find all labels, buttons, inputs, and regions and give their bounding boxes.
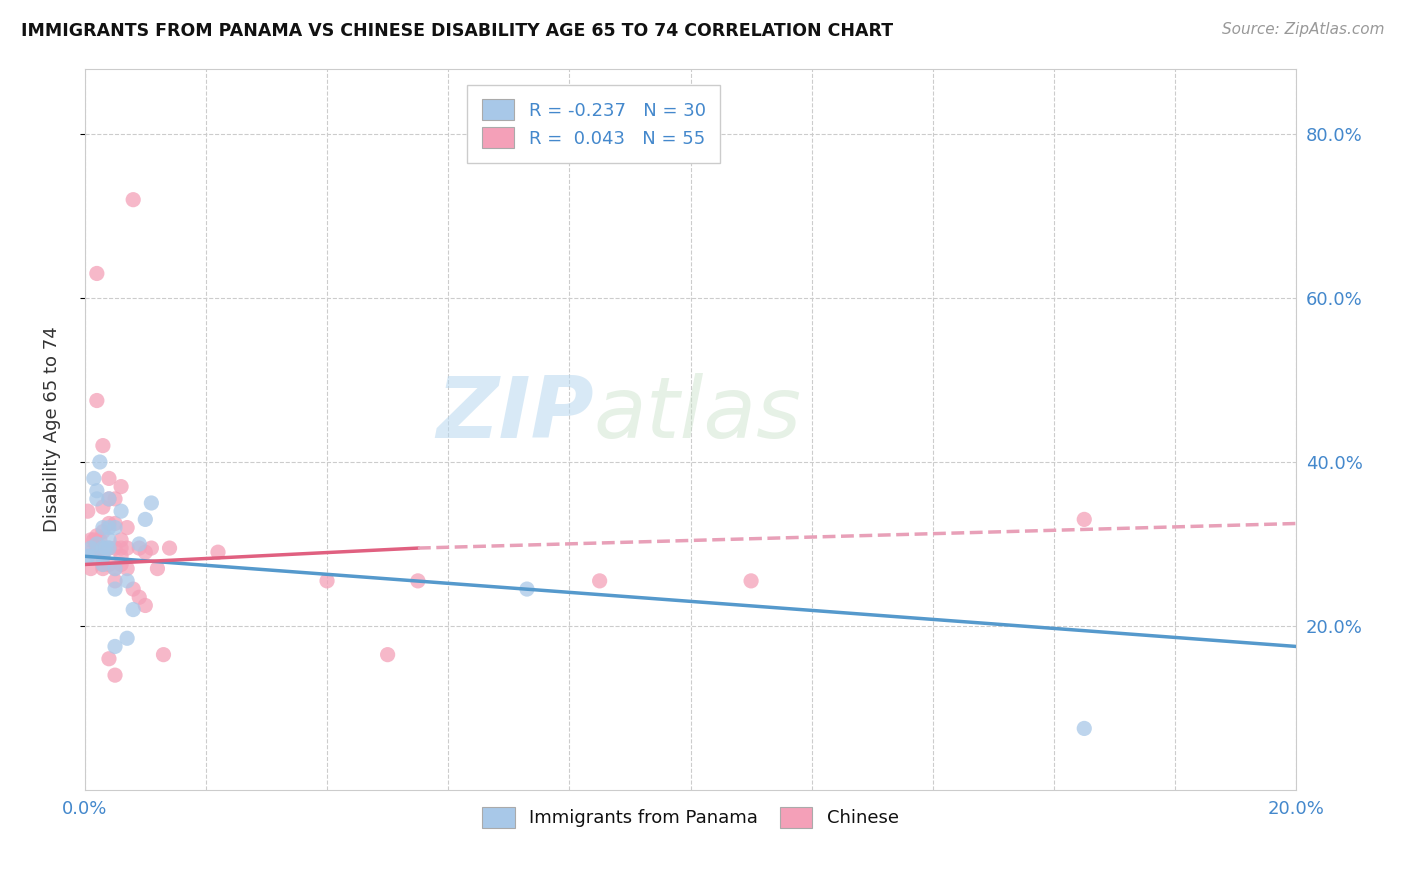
Point bbox=[104, 561, 127, 575]
Point bbox=[115, 561, 138, 575]
Point bbox=[104, 561, 127, 575]
Point bbox=[80, 533, 103, 547]
Point bbox=[91, 549, 114, 564]
Point bbox=[134, 512, 156, 526]
Point bbox=[91, 558, 114, 572]
Point bbox=[97, 516, 120, 531]
Point bbox=[141, 496, 163, 510]
Text: Source: ZipAtlas.com: Source: ZipAtlas.com bbox=[1222, 22, 1385, 37]
Point bbox=[406, 574, 429, 588]
Point bbox=[115, 574, 138, 588]
Point bbox=[115, 520, 138, 534]
Point bbox=[110, 541, 132, 555]
Point bbox=[97, 541, 120, 555]
Text: atlas: atlas bbox=[593, 373, 801, 457]
Point bbox=[97, 533, 120, 547]
Point bbox=[316, 574, 339, 588]
Point bbox=[89, 533, 111, 547]
Y-axis label: Disability Age 65 to 74: Disability Age 65 to 74 bbox=[44, 326, 60, 533]
Text: ZIP: ZIP bbox=[436, 373, 593, 457]
Point bbox=[104, 574, 127, 588]
Point bbox=[76, 549, 98, 564]
Point bbox=[86, 491, 108, 506]
Point bbox=[110, 504, 132, 518]
Point bbox=[104, 516, 127, 531]
Point bbox=[110, 480, 132, 494]
Point bbox=[128, 541, 150, 555]
Point bbox=[91, 439, 114, 453]
Legend: Immigrants from Panama, Chinese: Immigrants from Panama, Chinese bbox=[475, 800, 905, 835]
Point bbox=[80, 541, 103, 555]
Point bbox=[115, 632, 138, 646]
Point bbox=[91, 520, 114, 534]
Point bbox=[89, 455, 111, 469]
Point bbox=[86, 393, 108, 408]
Point bbox=[1073, 722, 1095, 736]
Point bbox=[86, 267, 108, 281]
Point bbox=[588, 574, 610, 588]
Point bbox=[104, 520, 127, 534]
Point bbox=[83, 471, 105, 485]
Point bbox=[91, 549, 114, 564]
Point bbox=[141, 541, 163, 555]
Point bbox=[91, 558, 114, 572]
Point bbox=[134, 545, 156, 559]
Point bbox=[110, 549, 132, 564]
Point bbox=[83, 533, 105, 547]
Point bbox=[104, 491, 127, 506]
Point bbox=[128, 591, 150, 605]
Point bbox=[97, 491, 120, 506]
Point bbox=[159, 541, 181, 555]
Point bbox=[86, 541, 108, 555]
Point bbox=[128, 537, 150, 551]
Point bbox=[86, 529, 108, 543]
Point bbox=[94, 541, 117, 555]
Point bbox=[1073, 512, 1095, 526]
Point bbox=[122, 582, 145, 596]
Point bbox=[122, 602, 145, 616]
Point bbox=[104, 640, 127, 654]
Point bbox=[86, 537, 108, 551]
Point bbox=[97, 491, 120, 506]
Point bbox=[146, 561, 169, 575]
Point bbox=[76, 504, 98, 518]
Point bbox=[207, 545, 229, 559]
Point bbox=[97, 652, 120, 666]
Point bbox=[91, 541, 114, 555]
Point bbox=[104, 668, 127, 682]
Point bbox=[97, 520, 120, 534]
Point bbox=[91, 541, 114, 555]
Point bbox=[91, 524, 114, 539]
Point bbox=[110, 533, 132, 547]
Point bbox=[516, 582, 538, 596]
Point bbox=[97, 541, 120, 555]
Point bbox=[91, 561, 114, 575]
Point bbox=[115, 541, 138, 555]
Point bbox=[110, 558, 132, 572]
Point bbox=[80, 561, 103, 575]
Point bbox=[86, 549, 108, 564]
Point bbox=[80, 549, 103, 564]
Point bbox=[740, 574, 762, 588]
Point bbox=[377, 648, 399, 662]
Point bbox=[104, 541, 127, 555]
Point bbox=[152, 648, 174, 662]
Point bbox=[91, 500, 114, 514]
Point bbox=[104, 582, 127, 596]
Point bbox=[97, 471, 120, 485]
Text: IMMIGRANTS FROM PANAMA VS CHINESE DISABILITY AGE 65 TO 74 CORRELATION CHART: IMMIGRANTS FROM PANAMA VS CHINESE DISABI… bbox=[21, 22, 893, 40]
Point bbox=[97, 558, 120, 572]
Point bbox=[134, 599, 156, 613]
Point bbox=[80, 545, 103, 559]
Point bbox=[122, 193, 145, 207]
Point bbox=[86, 483, 108, 498]
